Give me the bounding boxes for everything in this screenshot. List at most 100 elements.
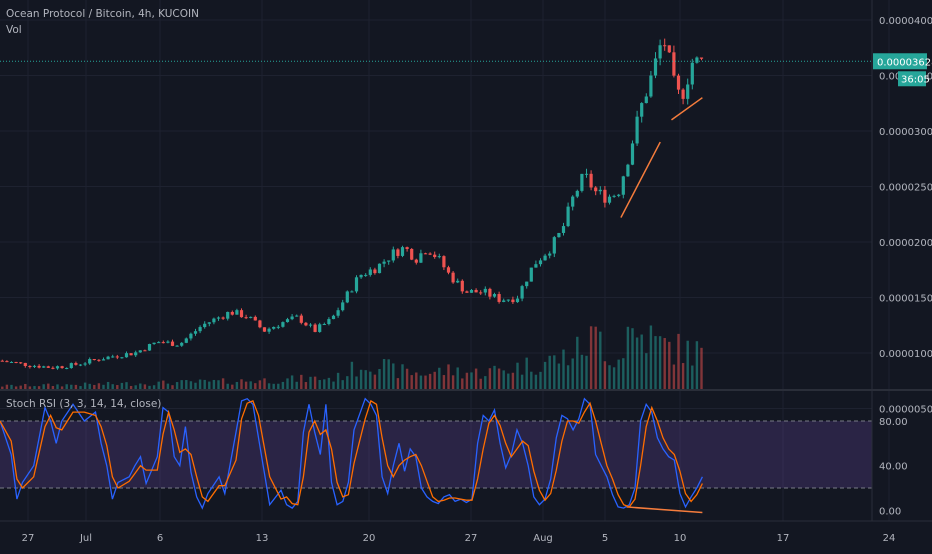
volume-bar	[65, 384, 68, 389]
volume-bar	[603, 361, 607, 389]
candle-body	[281, 322, 285, 327]
candle-body	[157, 342, 161, 344]
candle-body	[253, 316, 257, 321]
chart-title[interactable]: Ocean Protocol / Bitcoin, 4h, KUCOIN	[6, 8, 199, 20]
candle-body	[106, 356, 110, 360]
volume-bar	[474, 368, 478, 389]
volume-bar	[668, 341, 671, 389]
trendline-drawings[interactable]	[620, 97, 703, 514]
volume-bar	[566, 365, 570, 389]
volume-bar	[120, 382, 124, 389]
candle-body	[492, 294, 497, 297]
candle-body	[276, 326, 280, 328]
candle-body	[543, 255, 547, 261]
volume-bar	[479, 378, 482, 389]
volume-bar	[507, 373, 510, 389]
candle-body	[506, 299, 510, 301]
candle-body	[391, 249, 395, 261]
volume-bar	[249, 381, 252, 389]
volume-bar	[5, 384, 9, 389]
candle-body	[285, 319, 290, 323]
candle-body	[410, 248, 414, 260]
volume-bar	[24, 383, 27, 389]
volume-bar	[681, 363, 685, 389]
volume-bar	[548, 355, 551, 389]
volume-bar	[525, 357, 528, 389]
candle-body	[612, 195, 616, 197]
volume-bar	[663, 338, 666, 389]
candle-body	[216, 317, 221, 319]
volume-bar	[543, 361, 547, 389]
volume-bar	[286, 378, 289, 389]
candle-body	[69, 363, 73, 369]
candle-body	[423, 253, 428, 255]
volume-bar	[244, 381, 248, 389]
candle-body	[0, 360, 4, 362]
candle-body	[74, 363, 78, 365]
candle-body	[603, 189, 607, 203]
volume-bar	[33, 386, 36, 389]
candle-body	[465, 291, 469, 293]
candle-body	[51, 367, 55, 369]
countdown-text: 36:05	[901, 74, 930, 85]
volume-bar	[658, 336, 662, 389]
volume-bar	[290, 375, 294, 389]
stoch-rsi-tick-label: 0.00	[879, 506, 901, 517]
volume-bar	[396, 378, 400, 389]
volume-bar	[622, 358, 625, 389]
volume-bar	[350, 361, 354, 389]
candle-body	[525, 281, 529, 287]
candle-body	[479, 292, 483, 294]
candle-body	[166, 341, 170, 343]
candle-body	[207, 322, 211, 324]
candle-body	[469, 289, 474, 293]
volume-bar	[139, 383, 142, 389]
volume-bar	[626, 326, 630, 389]
candle-body	[129, 353, 133, 356]
candle-body	[451, 272, 455, 283]
volume-bar	[254, 383, 257, 389]
volume-bar	[106, 381, 110, 389]
candle-body	[290, 316, 294, 320]
volume-bar	[37, 386, 41, 389]
volume-bar	[111, 384, 114, 389]
stoch-rsi-legend[interactable]: Stoch RSI (3, 3, 14, 14, close)	[6, 398, 162, 410]
volume-bar	[502, 370, 505, 389]
candle-body	[262, 327, 267, 332]
stoch-rsi-trendline	[626, 506, 703, 514]
volume-bar	[470, 372, 473, 389]
time-tick-label: 20	[363, 533, 376, 544]
candle-body	[42, 366, 46, 368]
candle-body	[557, 232, 561, 238]
candle-body	[534, 264, 538, 268]
volume-bar	[405, 368, 409, 389]
stoch-rsi-k-line	[0, 397, 703, 510]
volume-bar	[700, 347, 703, 389]
candle-body	[331, 315, 336, 320]
volume-bars	[1, 325, 703, 389]
volume-bar	[217, 380, 220, 389]
candle-body	[548, 253, 552, 256]
volume-bar	[309, 376, 312, 389]
volume-bar	[691, 365, 694, 389]
volume-bar	[677, 333, 680, 389]
candle-body	[272, 326, 276, 329]
candle-body	[433, 254, 437, 258]
candle-body	[607, 196, 612, 203]
candle-body	[147, 344, 152, 351]
volume-bar	[672, 364, 676, 389]
volume-bar	[175, 382, 179, 389]
time-tick-label: 27	[465, 533, 478, 544]
volume-bar	[562, 349, 565, 389]
time-tick-label: Aug	[533, 533, 553, 544]
volume-bar	[594, 326, 597, 389]
candle-body	[226, 311, 230, 319]
volume-bar	[387, 359, 390, 389]
candle-body	[667, 45, 671, 53]
volume-legend[interactable]: Vol	[6, 24, 22, 36]
